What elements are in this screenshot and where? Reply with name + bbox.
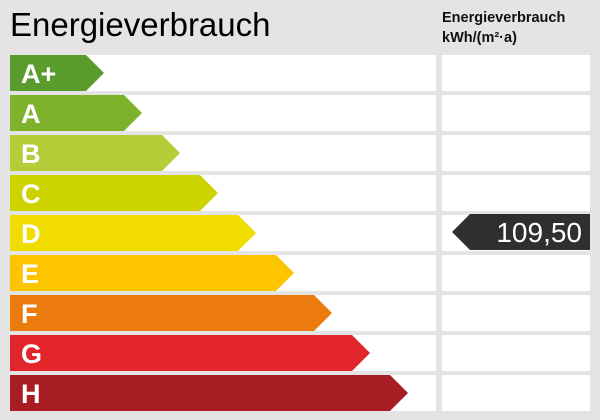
class-label: E	[21, 259, 40, 289]
class-arrow-A+	[10, 55, 104, 91]
class-arrow-G	[10, 335, 370, 371]
class-arrow-B	[10, 135, 180, 171]
value-cell-B	[442, 135, 590, 171]
unit-label: Energieverbrauch	[442, 10, 566, 26]
value-cell-C	[442, 175, 590, 211]
page-title: Energieverbrauch	[10, 6, 271, 43]
value-cell-G	[442, 335, 590, 371]
unit-value: kWh/(m²·a)	[442, 30, 517, 46]
class-label: F	[21, 299, 38, 329]
badge-arrow	[452, 214, 590, 250]
value-badge: 109,50	[452, 214, 590, 250]
value-cell-H	[442, 375, 590, 411]
value-cell-A+	[442, 55, 590, 91]
class-label: A	[21, 99, 41, 129]
class-arrow-A	[10, 95, 142, 131]
unit-header: Energieverbrauch kWh/(m²·a)	[442, 8, 565, 48]
class-label: D	[21, 219, 41, 249]
class-label: G	[21, 339, 43, 369]
value-cell-A	[442, 95, 590, 131]
class-arrow-C	[10, 175, 218, 211]
value-cell-E	[442, 255, 590, 291]
class-label: B	[21, 139, 41, 169]
class-label: A+	[21, 59, 57, 89]
value-label: 109,50	[496, 217, 582, 248]
class-arrow-H	[10, 375, 408, 411]
class-arrow-E	[10, 255, 294, 291]
class-arrow-D	[10, 215, 256, 251]
class-label: H	[21, 379, 41, 409]
class-arrow-F	[10, 295, 332, 331]
value-cell-F	[442, 295, 590, 331]
class-label: C	[21, 179, 41, 209]
